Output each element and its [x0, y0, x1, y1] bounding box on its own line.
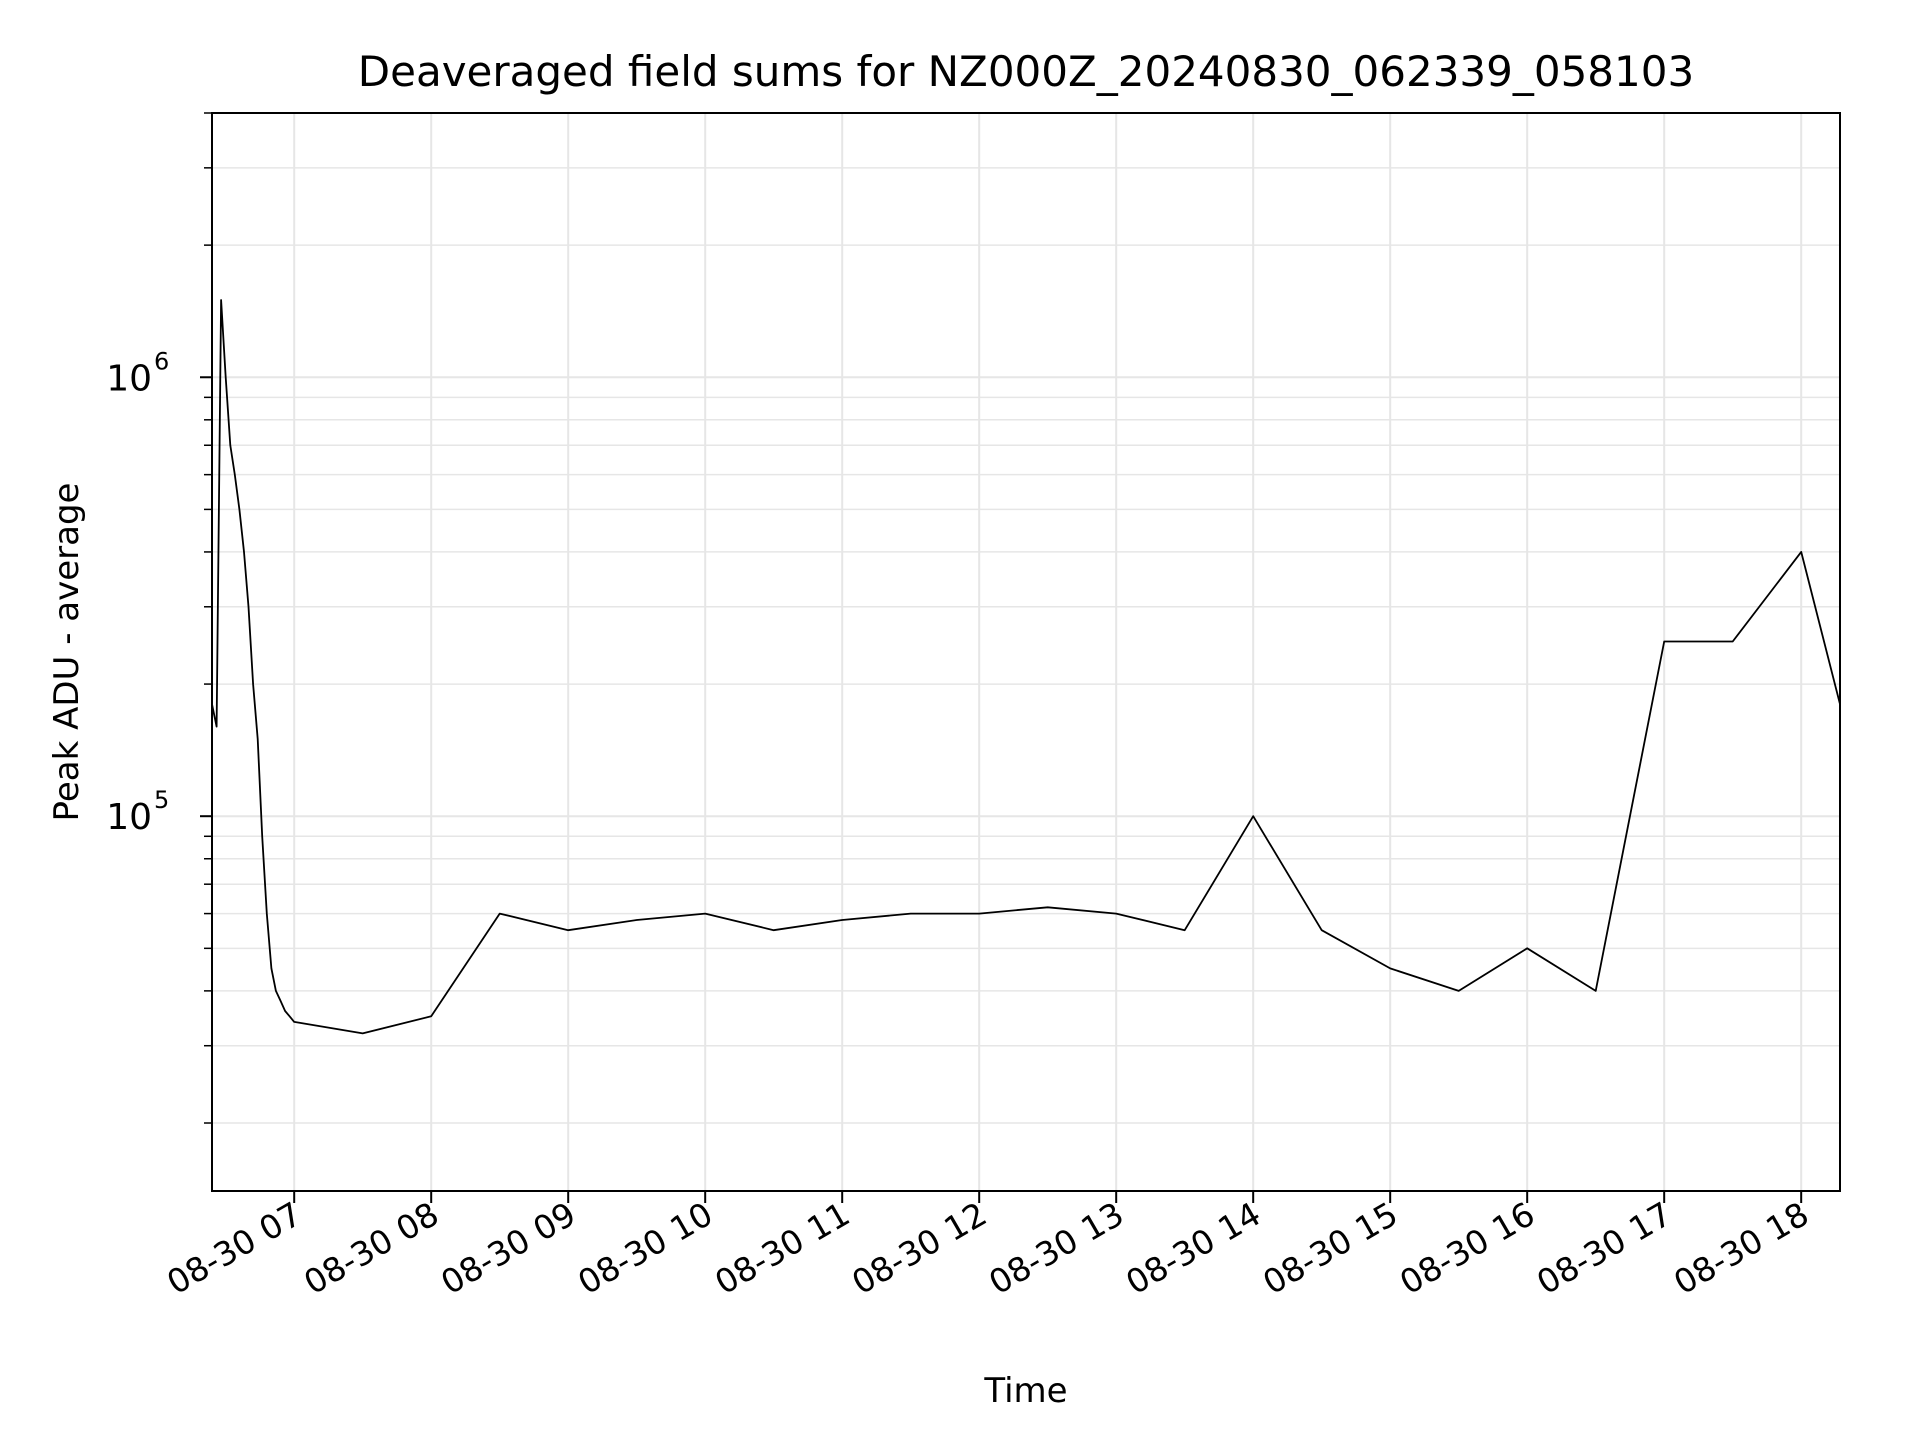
grid-layer	[212, 112, 1840, 1191]
series-line	[211, 299, 1841, 1035]
y-tick-label: 10	[106, 797, 152, 838]
plot-frame	[211, 112, 1841, 1192]
y-tick-label-exponent: 5	[154, 786, 169, 814]
data-layer	[211, 299, 1841, 1035]
x-axis-label: Time	[983, 1371, 1067, 1411]
y-tick-label-exponent: 6	[154, 347, 169, 375]
y-tick-label: 10	[106, 358, 152, 399]
y-axis-label: Peak ADU - average	[47, 483, 87, 822]
chart-title: Deaveraged field sums for NZ000Z_2024083…	[358, 47, 1694, 96]
